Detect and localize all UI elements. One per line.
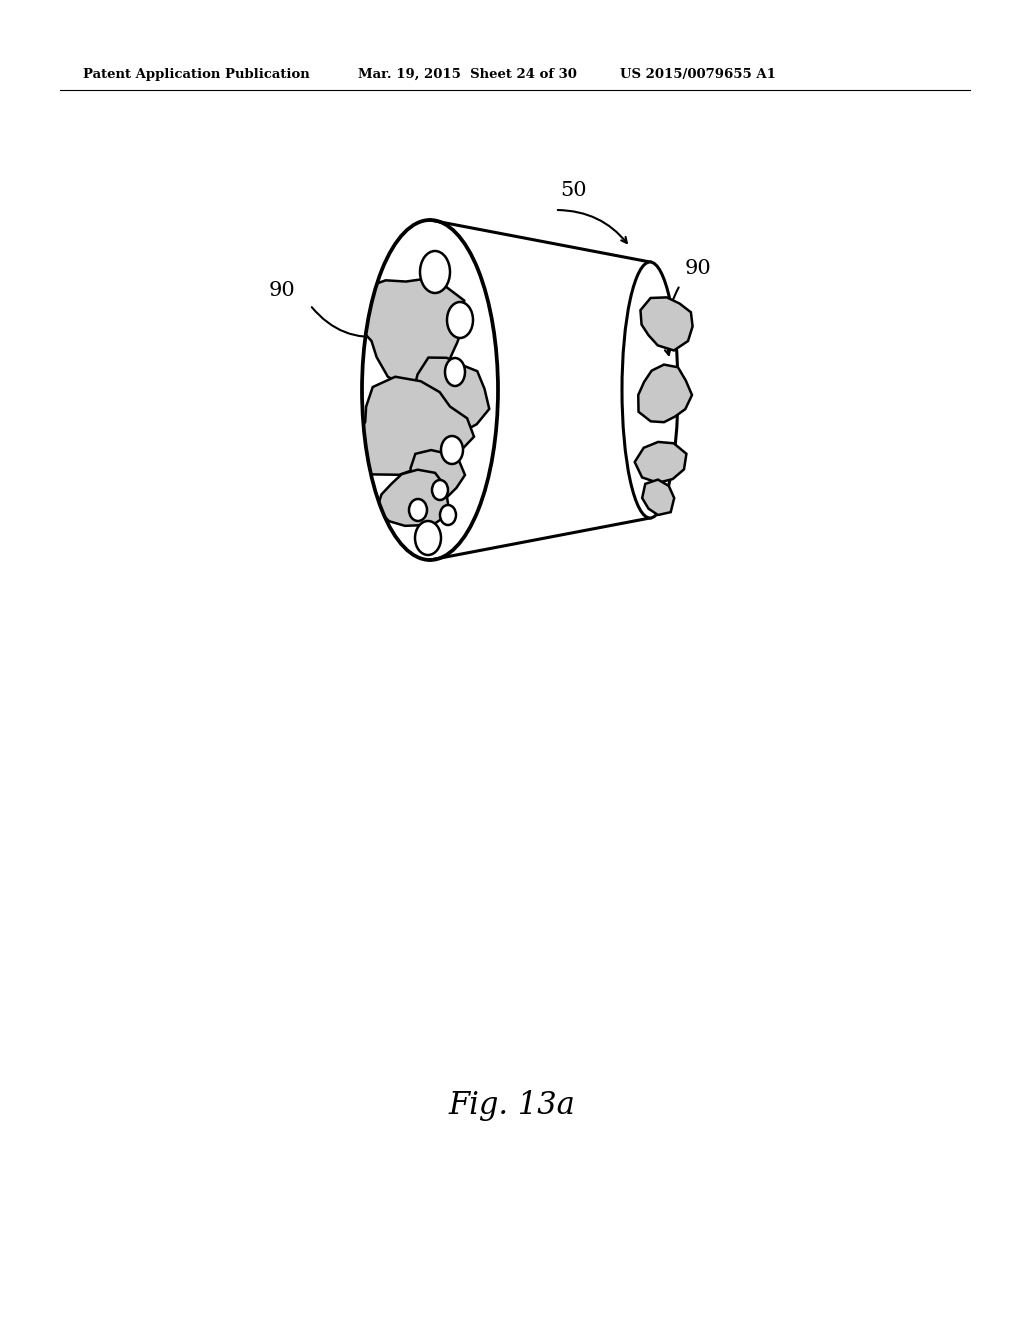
Ellipse shape <box>432 480 449 500</box>
Ellipse shape <box>622 261 678 517</box>
Polygon shape <box>413 358 489 444</box>
Text: 50: 50 <box>560 181 587 201</box>
Text: Fig. 13a: Fig. 13a <box>449 1090 575 1121</box>
Text: 90: 90 <box>685 259 712 279</box>
Ellipse shape <box>441 436 463 465</box>
Text: US 2015/0079655 A1: US 2015/0079655 A1 <box>620 69 776 81</box>
Polygon shape <box>635 442 686 483</box>
Text: Mar. 19, 2015  Sheet 24 of 30: Mar. 19, 2015 Sheet 24 of 30 <box>358 69 577 81</box>
Ellipse shape <box>409 499 427 521</box>
Text: 90: 90 <box>268 281 295 300</box>
Ellipse shape <box>622 261 678 517</box>
Ellipse shape <box>415 521 441 554</box>
Polygon shape <box>411 450 465 504</box>
Polygon shape <box>430 220 650 560</box>
Text: Patent Application Publication: Patent Application Publication <box>83 69 309 81</box>
Polygon shape <box>377 470 450 525</box>
Polygon shape <box>638 364 692 422</box>
Polygon shape <box>355 279 464 388</box>
Ellipse shape <box>440 506 456 525</box>
Polygon shape <box>640 297 692 350</box>
Ellipse shape <box>445 358 465 385</box>
Polygon shape <box>642 479 674 515</box>
Ellipse shape <box>447 302 473 338</box>
Polygon shape <box>356 376 474 475</box>
Ellipse shape <box>420 251 450 293</box>
